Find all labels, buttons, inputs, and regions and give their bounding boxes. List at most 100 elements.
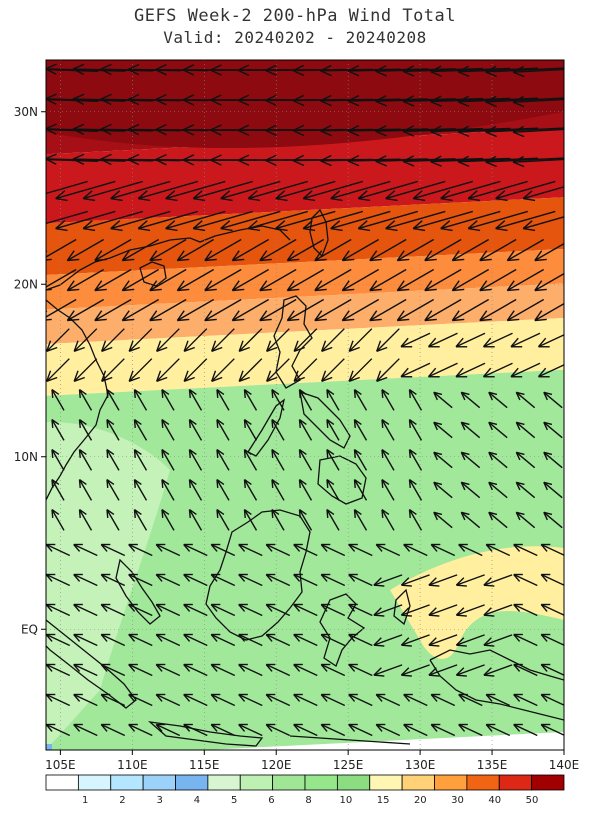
wind-arrow-125 — [341, 238, 380, 262]
wind-arrow-208 — [537, 364, 564, 378]
wind-arrow-188 — [510, 332, 541, 348]
wind-arrow-232 — [161, 419, 175, 441]
wind-arrow-89 — [385, 180, 446, 202]
wind-arrow-204 — [427, 362, 458, 378]
wind-arrow-124 — [314, 238, 352, 262]
wind-band-3 — [46, 249, 564, 310]
wind-arrow-155 — [121, 298, 160, 322]
wind-arrow-195 — [183, 358, 208, 382]
wind-arrow-343 — [73, 603, 98, 617]
wind-arrow-392 — [373, 664, 403, 677]
wind-arrow-363 — [100, 633, 126, 647]
wind-arrow-325 — [100, 573, 126, 587]
wind-arrow-380 — [46, 663, 71, 677]
wind-arrow-206 — [482, 362, 513, 378]
wind-arrow-368 — [238, 633, 263, 647]
wind-arrow-111 — [467, 210, 528, 232]
wind-arrow-156 — [149, 298, 187, 322]
colorbar-swatch-12 — [434, 774, 468, 791]
wind-arrow-397 — [513, 663, 538, 677]
wind-arrow-387 — [238, 663, 263, 677]
wind-arrow-159 — [231, 298, 270, 322]
wind-arrow-185 — [427, 332, 458, 348]
wind-arrow-199 — [293, 358, 318, 382]
wind-arrow-356 — [428, 604, 458, 617]
wind-arrow-284 — [543, 481, 563, 499]
wind-arrow-373 — [373, 634, 403, 647]
wind-arrow-408 — [293, 693, 318, 707]
wind-arrow-418 — [46, 723, 71, 737]
wind-arrow-80 — [137, 180, 198, 202]
wind-arrow-15 — [430, 65, 511, 77]
wind-arrow-73 — [457, 155, 538, 167]
colorbar-swatch-6 — [239, 774, 274, 791]
wind-arrow-255 — [271, 449, 285, 471]
wind-arrow-70 — [375, 155, 456, 167]
wind-arrow-366 — [183, 633, 208, 647]
wind-arrow-141 — [259, 268, 297, 292]
lon-label-130: 130E — [405, 758, 436, 772]
wind-arrow-103 — [247, 210, 308, 232]
wind-arrow-219 — [326, 389, 340, 411]
wind-arrow-316 — [375, 543, 401, 557]
wind-arrow-217 — [271, 389, 285, 411]
map-frame — [45, 59, 565, 751]
wind-arrow-320 — [485, 543, 511, 557]
wind-arrow-228 — [51, 419, 65, 441]
wind-arrow-121 — [231, 238, 270, 262]
wind-arrow-362 — [73, 633, 98, 647]
wind-arrow-209 — [51, 389, 65, 411]
wind-arrow-267 — [78, 479, 93, 501]
wind-arrow-277 — [353, 479, 368, 501]
wind-arrow-347 — [183, 603, 208, 617]
wind-arrow-35 — [457, 95, 538, 107]
wind-arrow-391 — [348, 663, 373, 677]
wind-arrow-246 — [543, 421, 563, 439]
wind-arrow-417 — [540, 693, 564, 706]
wind-arrow-240 — [381, 419, 395, 441]
wind-arrow-326 — [128, 573, 153, 587]
wind-arrow-0 — [46, 68, 99, 73]
wind-arrow-168 — [479, 298, 517, 322]
colorbar-label-3: 4 — [194, 795, 200, 806]
wind-arrow-18 — [512, 65, 564, 78]
coastline-lesser-sunda — [289, 735, 411, 745]
wind-arrow-294 — [298, 509, 313, 531]
wind-arrow-201 — [348, 358, 373, 382]
wind-arrow-375 — [428, 634, 458, 647]
wind-arrow-270 — [161, 479, 175, 501]
wind-arrow-127 — [396, 238, 435, 262]
wind-arrow-170 — [534, 302, 564, 322]
wind-arrow-230 — [106, 419, 120, 441]
colorbar-swatch-5 — [207, 774, 241, 791]
wind-arrow-317 — [403, 543, 428, 557]
wind-arrow-205 — [455, 362, 486, 378]
wind-arrow-332 — [293, 573, 318, 587]
wind-arrow-425 — [238, 723, 263, 737]
wind-arrow-210 — [78, 389, 93, 411]
wind-arrow-161 — [286, 298, 325, 322]
wind-arrow-403 — [155, 693, 181, 707]
wind-arrow-360 — [540, 603, 564, 616]
wind-arrow-182 — [348, 328, 373, 352]
wind-arrow-202 — [376, 358, 400, 382]
wind-arrow-17 — [485, 65, 564, 78]
map-title: GEFS Week-2 200-hPa Wind Total — [133, 6, 457, 26]
wind-arrow-261 — [433, 451, 453, 469]
wind-arrow-295 — [326, 509, 340, 531]
coastline-malay — [115, 558, 161, 625]
coastline-sumatra — [46, 619, 137, 709]
lon-label-120: 120E — [261, 758, 292, 772]
wind-arrow-13 — [375, 65, 456, 77]
wind-arrow-319 — [458, 543, 483, 557]
wind-arrow-323 — [46, 573, 71, 587]
wind-arrow-419 — [73, 723, 98, 737]
wind-arrow-338 — [455, 574, 485, 587]
wind-arrow-422 — [155, 723, 181, 737]
wind-arrow-378 — [513, 633, 538, 647]
coastline-taiwan — [309, 208, 329, 258]
wind-arrow-379 — [540, 633, 564, 646]
wind-arrow-110 — [440, 210, 501, 232]
wind-arrow-357 — [455, 604, 485, 617]
wind-arrow-78 — [82, 180, 143, 202]
